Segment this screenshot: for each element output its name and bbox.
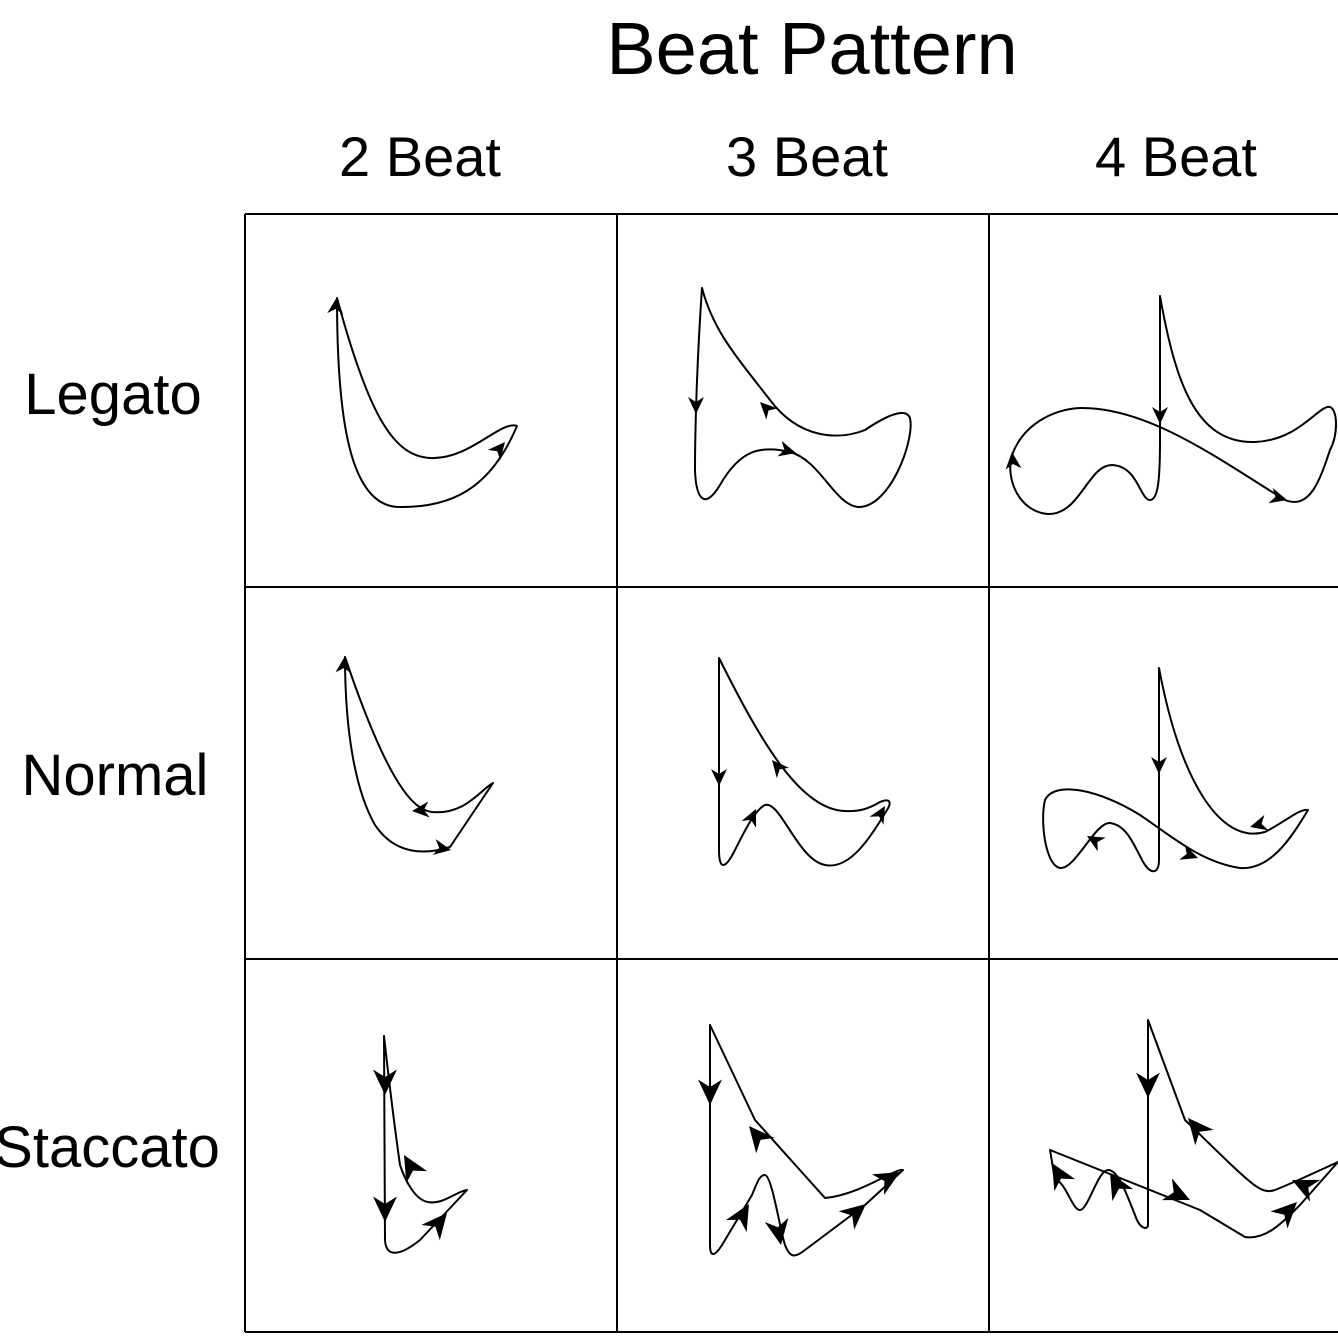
arrowhead: [1292, 1179, 1321, 1202]
arrowhead: [373, 1196, 397, 1222]
pattern-normal-3-beat: [711, 657, 891, 867]
arrowhead: [1268, 487, 1287, 504]
arrowhead: [1161, 1178, 1190, 1201]
arrowhead: [711, 769, 727, 786]
arrowhead: [1052, 1163, 1076, 1192]
pattern-normal-2-beat: [335, 656, 494, 855]
arrowhead: [335, 656, 352, 674]
arrowhead: [1250, 814, 1269, 831]
arrowhead: [772, 760, 790, 779]
arrowhead: [869, 806, 885, 825]
column-header-3-beat: 3 Beat: [726, 125, 888, 188]
arrowhead: [698, 1079, 722, 1105]
arrowhead: [1005, 452, 1022, 470]
pattern-staccato-4-beat: [1049, 1019, 1338, 1239]
pattern-normal-4-beat: [1042, 667, 1309, 873]
arrowhead: [373, 1069, 397, 1095]
arrowhead: [412, 801, 430, 818]
pattern-staccato-3-beat: [698, 1024, 904, 1257]
arrowhead: [1151, 757, 1167, 774]
arrowhead: [1110, 1173, 1134, 1202]
pattern-legato-4-beat: [1005, 295, 1337, 516]
arrowhead: [1270, 1202, 1297, 1229]
arrowhead: [1087, 836, 1106, 852]
arrowhead: [725, 1204, 749, 1233]
arrowhead: [1188, 1118, 1214, 1146]
arrowhead: [777, 440, 796, 457]
column-header-4-beat: 4 Beat: [1095, 125, 1257, 188]
arrowhead: [327, 297, 344, 315]
arrowhead: [749, 1126, 775, 1154]
arrowhead: [764, 1217, 789, 1245]
pattern-staccato-2-beat: [373, 1035, 468, 1254]
arrowhead: [688, 397, 704, 414]
arrowhead: [760, 402, 778, 420]
arrowhead: [487, 442, 505, 461]
column-header-2-beat: 2 Beat: [339, 125, 501, 188]
arrowhead: [1152, 407, 1168, 424]
pattern-legato-2-beat: [327, 297, 518, 509]
arrowhead: [871, 1172, 900, 1196]
row-header-normal: Normal: [22, 743, 209, 808]
arrowhead: [421, 1213, 447, 1241]
row-header-legato: Legato: [24, 362, 201, 427]
grid-lines: [244, 213, 1338, 1333]
pattern-legato-3-beat: [688, 287, 912, 509]
arrowhead: [404, 1155, 428, 1184]
arrowhead: [838, 1204, 866, 1230]
diagram-title: Beat Pattern: [606, 7, 1017, 90]
row-header-staccato: Staccato: [0, 1115, 220, 1180]
arrowhead: [1179, 844, 1198, 860]
arrowhead: [1136, 1072, 1160, 1098]
arrowhead: [432, 839, 451, 855]
arrowhead: [741, 809, 757, 828]
